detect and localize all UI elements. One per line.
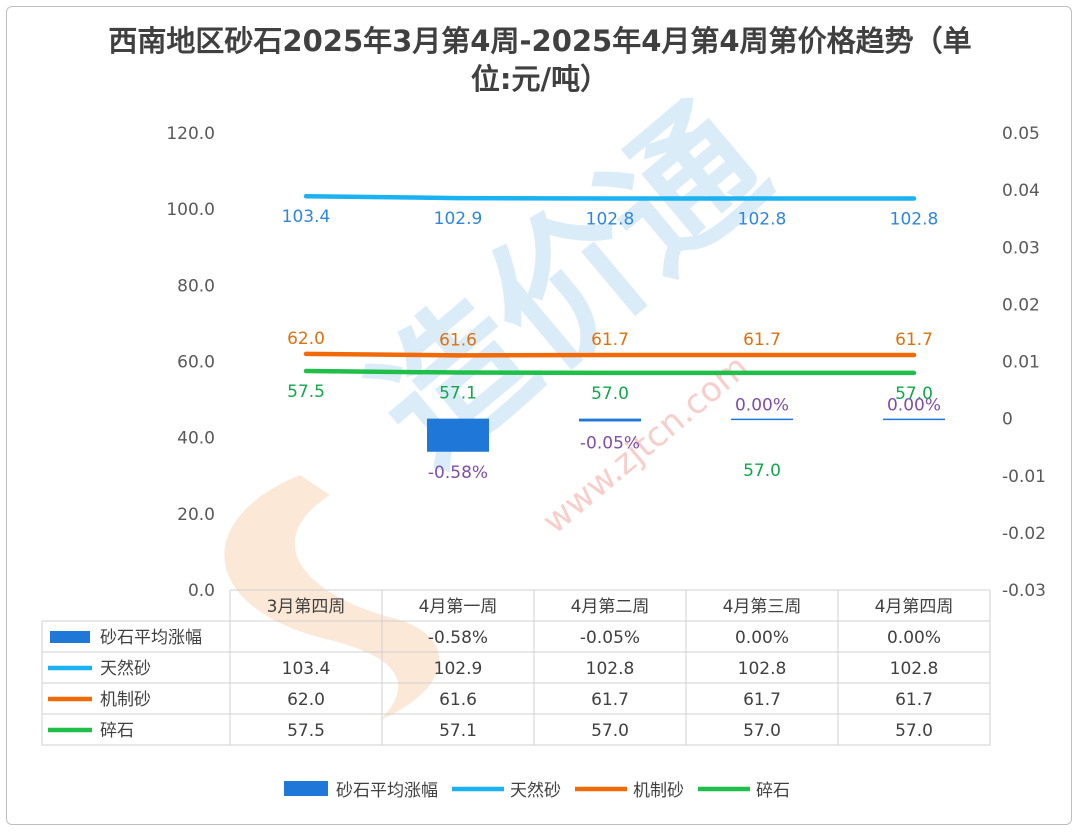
data-label: 102.8 xyxy=(890,210,939,230)
right-tick-label: -0.02 xyxy=(1002,524,1046,544)
left-tick-label: 80.0 xyxy=(177,276,215,296)
right-tick-label: -0.03 xyxy=(1002,581,1046,601)
bar-mark xyxy=(883,418,945,421)
table-legend-key xyxy=(50,631,90,643)
table-header-cell: 4月第二周 xyxy=(571,597,650,617)
table-cell: 61.6 xyxy=(439,690,477,710)
table-cell: 61.7 xyxy=(895,690,933,710)
left-tick-label: 120.0 xyxy=(166,124,215,144)
data-label: 61.7 xyxy=(895,330,933,350)
right-tick-label: 0.03 xyxy=(1002,238,1040,258)
left-tick-label: 60.0 xyxy=(177,353,215,373)
data-label: 102.8 xyxy=(586,210,635,230)
table-header-cell: 4月第四周 xyxy=(875,597,954,617)
table-cell: -0.58% xyxy=(428,628,488,648)
line-series xyxy=(303,193,917,376)
right-tick-label: 0 xyxy=(1002,410,1013,430)
bar-mark xyxy=(427,418,489,452)
watermark-swoosh xyxy=(224,475,440,720)
table-header-cell: 3月第四周 xyxy=(267,597,346,617)
series-line-碎石 xyxy=(303,368,917,376)
data-label: 61.7 xyxy=(743,330,781,350)
table-cell: 57.0 xyxy=(895,721,933,741)
bar-mark xyxy=(731,418,793,421)
table-row-name: 砂石平均涨幅 xyxy=(100,628,202,648)
data-label: 62.0 xyxy=(287,329,325,349)
left-tick-label: 0.0 xyxy=(188,581,215,601)
table-cell: 103.4 xyxy=(282,659,331,679)
series-line-天然砂 xyxy=(303,193,917,201)
data-label: 103.4 xyxy=(282,207,331,227)
data-label: 0.00% xyxy=(735,396,789,416)
table-cell: 102.8 xyxy=(586,659,635,679)
data-label: 57.0 xyxy=(895,384,933,404)
table-cell: 0.00% xyxy=(735,628,789,648)
table-row-name: 天然砂 xyxy=(100,659,151,679)
watermark-brand: 造价通 xyxy=(341,75,798,498)
left-axis: 0.0 20.0 40.0 60.0 80.0 100.0 120.0 xyxy=(166,124,215,601)
table-cell: 61.7 xyxy=(743,690,781,710)
data-label: 102.8 xyxy=(738,210,787,230)
series-line-机制砂 xyxy=(303,351,917,358)
table-header-cell: 4月第三周 xyxy=(723,597,802,617)
data-label: 57.5 xyxy=(287,382,325,402)
data-label: -0.58% xyxy=(428,463,488,483)
data-label: -0.05% xyxy=(580,434,640,454)
table-cell: 57.1 xyxy=(439,721,477,741)
table-cell: 61.7 xyxy=(591,690,629,710)
bar-series xyxy=(427,418,945,452)
legend: 砂石平均涨幅 天然砂 机制砂 碎石 xyxy=(284,781,790,801)
table-cell: 62.0 xyxy=(287,690,325,710)
table-cell: -0.05% xyxy=(580,628,640,648)
table-cell: 102.9 xyxy=(434,659,483,679)
table-row-name: 碎石 xyxy=(100,721,134,741)
bar-mark xyxy=(579,418,641,422)
data-label: 61.6 xyxy=(439,330,477,350)
table-cell: 102.8 xyxy=(890,659,939,679)
chart-title: 西南地区砂石2025年3月第4周-2025年4月第4周第价格趋势（单位:元/吨） xyxy=(108,24,972,96)
right-tick-label: 0.02 xyxy=(1002,295,1040,315)
table-cell: 0.00% xyxy=(887,628,941,648)
data-label: 102.9 xyxy=(434,209,483,229)
right-tick-label: -0.01 xyxy=(1002,467,1046,487)
table-row-name: 机制砂 xyxy=(100,690,151,710)
right-axis: -0.03 -0.02 -0.01 0 0.01 0.02 0.03 0.04 0.05 xyxy=(1002,124,1046,601)
right-tick-label: 0.04 xyxy=(1002,181,1040,201)
data-label: 57.0 xyxy=(743,461,781,481)
data-label: 57.0 xyxy=(591,384,629,404)
legend-label: 碎石 xyxy=(756,781,790,801)
data-label: 0.00% xyxy=(887,396,941,416)
right-tick-label: 0.01 xyxy=(1002,353,1040,373)
data-label: 61.7 xyxy=(591,330,629,350)
right-tick-label: 0.05 xyxy=(1002,124,1040,144)
table-cell: 57.5 xyxy=(287,721,325,741)
legend-label: 天然砂 xyxy=(510,781,561,801)
table-cell: 57.0 xyxy=(591,721,629,741)
table-cell: 102.8 xyxy=(738,659,787,679)
left-tick-label: 40.0 xyxy=(177,429,215,449)
table-cell: 57.0 xyxy=(743,721,781,741)
left-tick-label: 100.0 xyxy=(166,200,215,220)
chart-frame xyxy=(6,6,1072,825)
data-label: 57.1 xyxy=(439,384,477,404)
legend-label: 砂石平均涨幅 xyxy=(336,781,438,801)
legend-label: 机制砂 xyxy=(633,781,684,801)
legend-key xyxy=(284,781,328,796)
left-tick-label: 20.0 xyxy=(177,505,215,525)
table-header-cell: 4月第一周 xyxy=(419,597,498,617)
data-labels: -0.58% -0.05% 0.00% 0.00% 103.4 102.9 102.8 102… xyxy=(282,207,941,483)
